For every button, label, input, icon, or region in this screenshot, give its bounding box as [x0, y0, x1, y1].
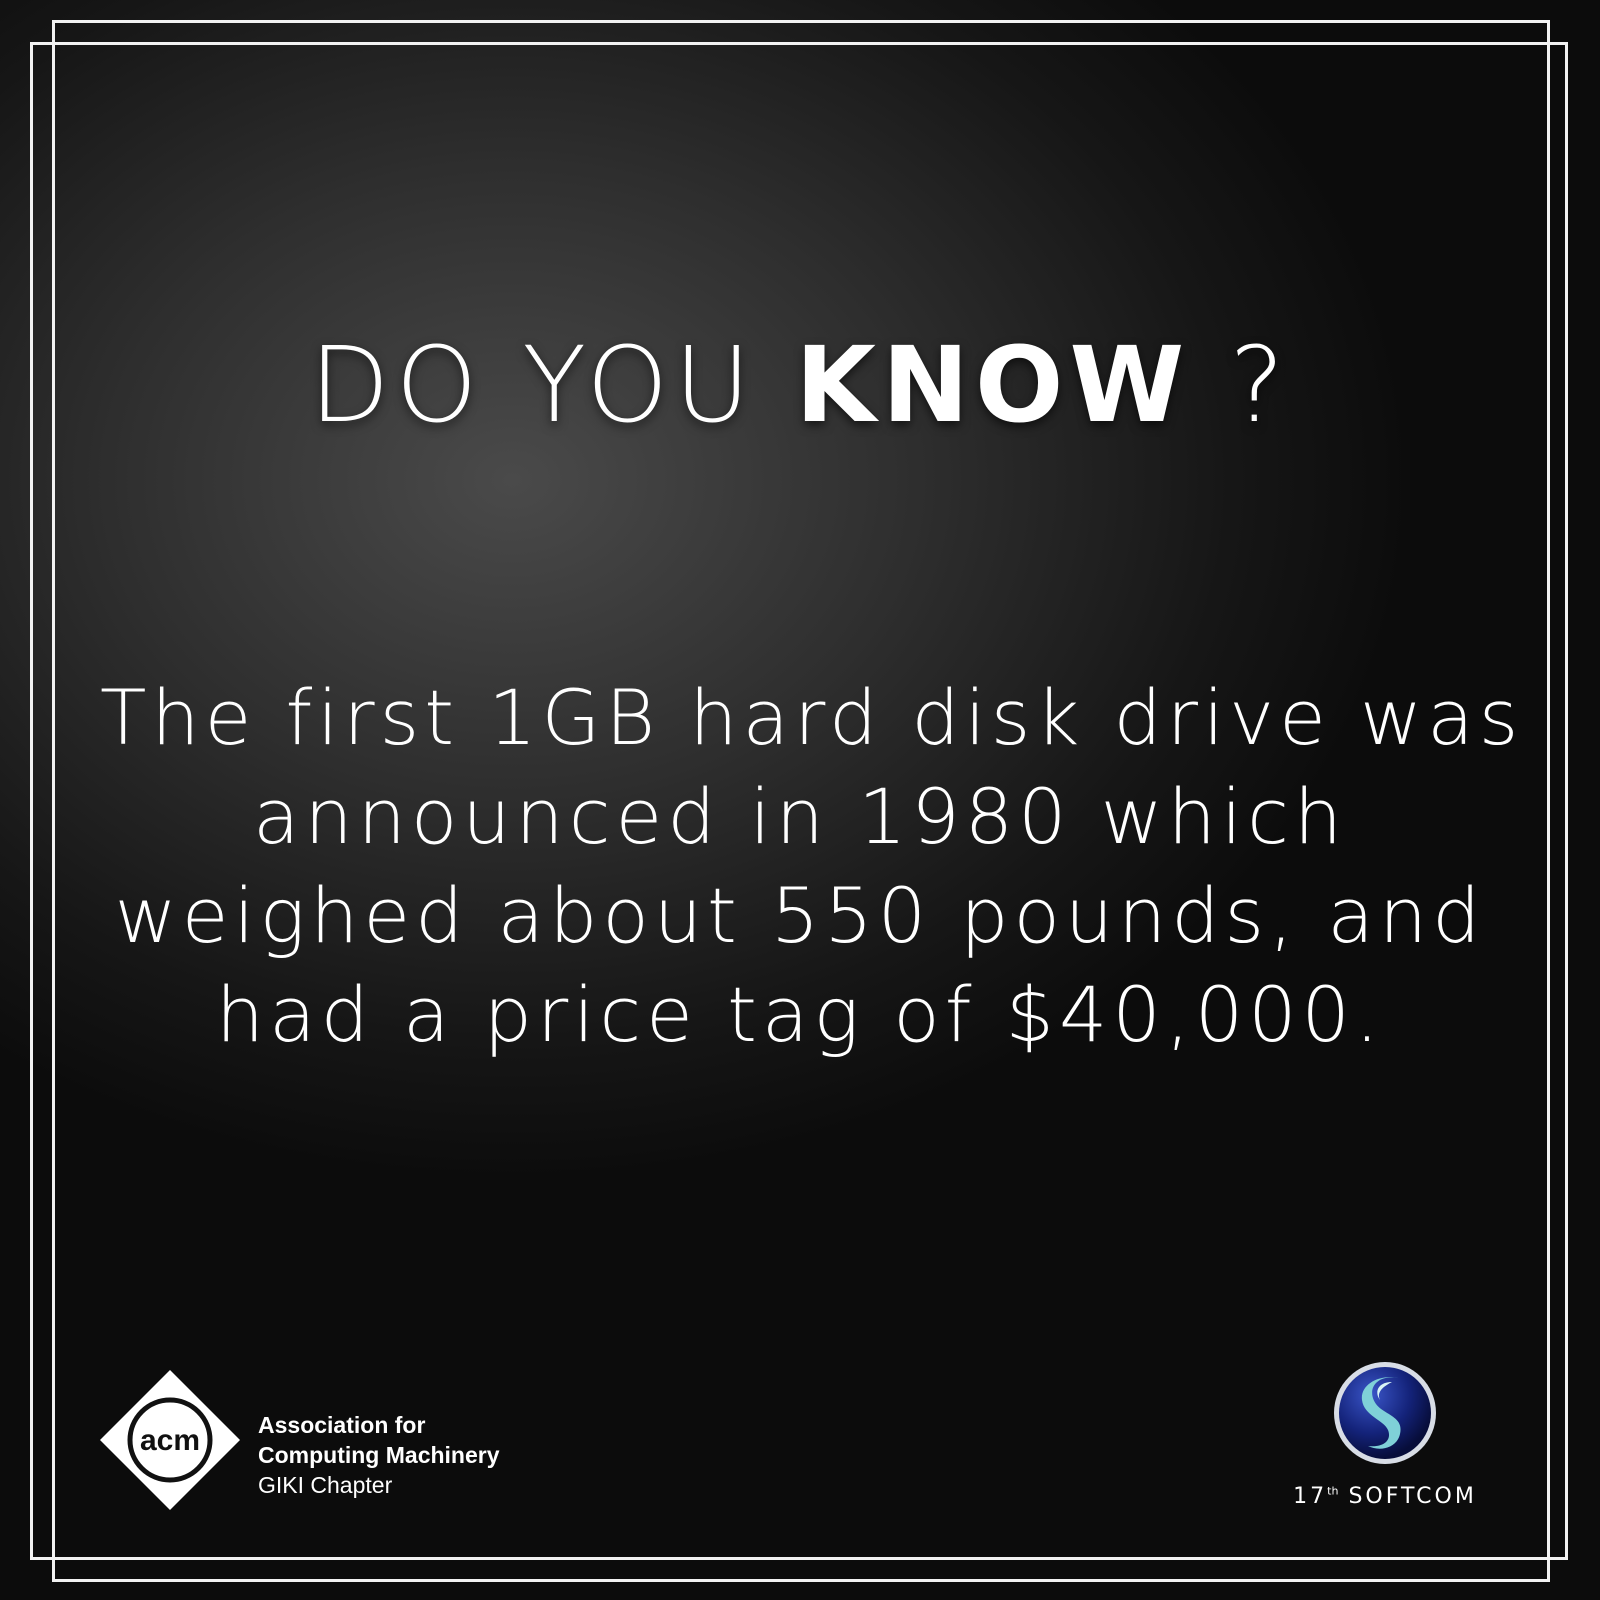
- acm-name-line2: Computing Machinery: [258, 1442, 500, 1468]
- fact-line: had a price tag of $40,000.: [215, 970, 1385, 1059]
- acm-name-line1: Association for: [258, 1412, 426, 1438]
- headline-bold: KNOW: [795, 324, 1191, 446]
- headline-light: DO YOU: [309, 324, 757, 446]
- softcom-name: SOFTCOM: [1348, 1484, 1477, 1509]
- outer-frame: [30, 42, 1568, 1560]
- softcom-suffix: th: [1327, 1484, 1339, 1498]
- acm-logo-block: acm Association for Computing Machinery …: [98, 1368, 558, 1518]
- softcom-label: 17th SOFTCOM: [1270, 1484, 1500, 1509]
- headline: DO YOU KNOW ?: [0, 328, 1600, 442]
- headline-question-mark: ?: [1229, 324, 1291, 446]
- acm-logo-text: acm: [140, 1424, 200, 1457]
- fact-line: The first 1GB hard disk drive was: [100, 673, 1524, 762]
- acm-chapter: GIKI Chapter: [258, 1472, 393, 1498]
- fact-paragraph: The first 1GB hard disk drive was announ…: [100, 668, 1524, 1064]
- softcom-logo-icon: [1334, 1362, 1436, 1464]
- fact-line: weighed about 550 pounds, and: [114, 871, 1486, 960]
- fact-line: announced in 1980 which: [252, 772, 1348, 861]
- softcom-logo-block: 17th SOFTCOM: [1262, 1360, 1502, 1510]
- acm-text: Association for Computing Machinery GIKI…: [258, 1410, 500, 1500]
- inner-frame: [52, 20, 1550, 1582]
- softcom-number: 17: [1293, 1484, 1328, 1509]
- acm-logo-icon: acm: [100, 1370, 240, 1510]
